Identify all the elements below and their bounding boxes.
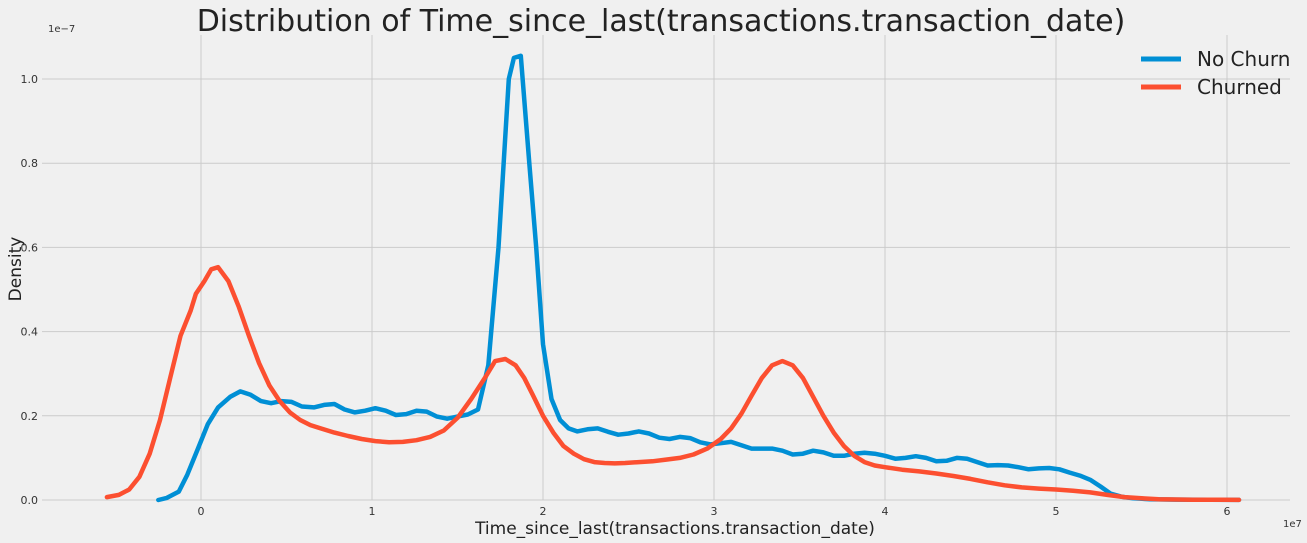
y-axis-label: Density bbox=[6, 237, 26, 302]
x-tick-label: 3 bbox=[711, 505, 718, 518]
y-tick-label: 0.4 bbox=[21, 326, 39, 339]
y-tick-label: 0.2 bbox=[21, 410, 39, 423]
x-gridlines bbox=[200, 35, 1228, 500]
x-tick-label: 6 bbox=[1224, 505, 1231, 518]
y-tick-label: 0.6 bbox=[21, 241, 39, 254]
legend-label-no-churn: No Churn bbox=[1197, 47, 1290, 71]
chart-title: Distribution of Time_since_last(transact… bbox=[197, 4, 1126, 39]
y-tick-labels: 0.0 0.2 0.4 0.6 0.8 1.0 bbox=[21, 73, 39, 507]
legend: No Churn Churned bbox=[1141, 47, 1290, 99]
x-tick-label: 2 bbox=[540, 505, 547, 518]
legend-label-churned: Churned bbox=[1197, 75, 1282, 99]
x-tick-label: 4 bbox=[882, 505, 889, 518]
y-offset-label: 1e−7 bbox=[48, 24, 75, 35]
y-gridlines bbox=[42, 78, 1290, 501]
x-tick-label: 5 bbox=[1053, 505, 1060, 518]
x-tick-labels: 0 1 2 3 4 5 6 bbox=[198, 505, 1231, 518]
x-tick-label: 0 bbox=[198, 505, 205, 518]
series-lines bbox=[104, 53, 1242, 503]
series-line-no-churn bbox=[156, 53, 1242, 503]
y-tick-label: 1.0 bbox=[21, 73, 39, 86]
y-tick-label: 0.0 bbox=[21, 494, 39, 507]
x-tick-label: 1 bbox=[369, 505, 376, 518]
x-offset-label: 1e7 bbox=[1283, 519, 1302, 530]
series-line-churned bbox=[104, 264, 1242, 503]
x-axis-label: Time_since_last(transactions.transaction… bbox=[474, 519, 875, 539]
y-tick-label: 0.8 bbox=[21, 157, 39, 170]
